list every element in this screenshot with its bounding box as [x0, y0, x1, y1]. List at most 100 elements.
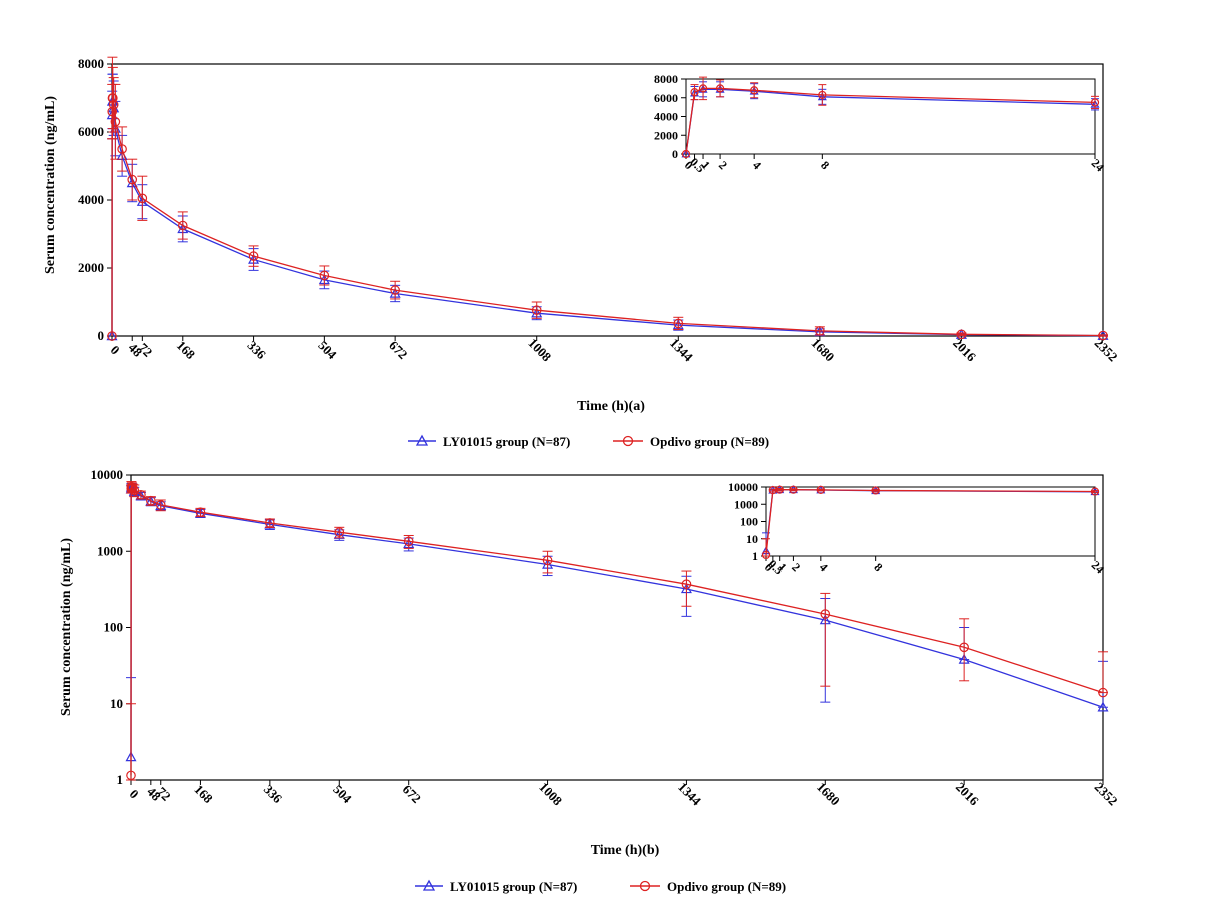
- main-a-x-tick-label: 504: [315, 338, 340, 363]
- main-a-plot-frame: [111, 63, 1104, 337]
- main-b-x-tick-label: 2352: [1092, 779, 1121, 808]
- main-b-series-2-point: [127, 482, 138, 493]
- inset-a-y-tick-label: 8000: [654, 72, 678, 86]
- main-a-y-tick-label: 6000: [78, 124, 104, 139]
- inset-b-y-tick-label: 1000: [734, 497, 758, 511]
- inset-a-y-tick-label: 6000: [654, 91, 678, 105]
- main-a-y-tick-label: 8000: [78, 56, 104, 71]
- main-b-series-2-point: [155, 500, 166, 510]
- panel-a-legend: LY01015 group (N=87) Opdivo group (N=89): [408, 434, 769, 449]
- main-b-series-2-point: [403, 536, 414, 547]
- main-b-series-2-point: [681, 579, 692, 589]
- main-a-y-tick-label: 2000: [78, 260, 104, 275]
- main-b-series-2-point: [334, 527, 345, 537]
- panel-b-legend: LY01015 group (N=87) Opdivo group (N=89): [415, 879, 786, 894]
- main-b-series-2-point: [136, 489, 146, 500]
- main-b-y-tick-label: 10: [110, 696, 123, 711]
- inset-b-series-2-point: [816, 485, 825, 494]
- legend-b-opdivo-label: Opdivo group (N=89): [667, 879, 786, 894]
- inset-b-series-1-line: [765, 489, 1096, 551]
- inset-a-series-1-point: [681, 149, 691, 158]
- inset-b-plot-frame: [765, 486, 1096, 557]
- main-a-series-2-point: [531, 305, 542, 315]
- main-a-x-tick-label: 1680: [809, 335, 838, 364]
- main-b-x-tick-label: 1680: [814, 779, 843, 808]
- inset-a-x-tick-label: 8: [818, 158, 832, 172]
- main-a-y-tick-label: 0: [98, 328, 105, 343]
- inset-b-series-2-point: [789, 485, 798, 494]
- main-b-series-2-point: [542, 555, 553, 566]
- main-b-series-2-point: [195, 507, 206, 518]
- main-b-x-tick-label: 504: [330, 782, 355, 807]
- inset-a-series-2-point: [1090, 98, 1100, 107]
- legend-a-ly01015-label: LY01015 group (N=87): [443, 434, 570, 449]
- main-b-series-2-point: [1098, 687, 1108, 698]
- legend-b-circle-marker-icon: [639, 880, 651, 892]
- main-b-y-tick-label: 1000: [97, 543, 123, 558]
- main-b-series-2-point: [265, 518, 275, 528]
- main-b-series-2-point: [129, 485, 140, 496]
- main-b-y-tick-label: 100: [104, 620, 124, 635]
- main-a-series-2-point: [127, 174, 138, 185]
- main-b-y-tick-label: 10000: [91, 467, 124, 482]
- main-b-y-tick-label: 1: [117, 772, 124, 787]
- main-b-series-1-line: [130, 486, 1104, 758]
- main-b-x-tick-label: 0: [127, 786, 142, 801]
- main-a-series-2-line: [111, 97, 1104, 337]
- inset-a-series-1-line: [685, 88, 1096, 155]
- panel-a-y-axis-title: Serum concentration (ng/mL): [43, 96, 58, 274]
- inset-a-y-tick-label: 2000: [654, 128, 678, 142]
- inset-b-x-tick-label: 2: [789, 560, 803, 574]
- main-a-x-tick-label: 336: [245, 338, 270, 363]
- inset-b-series-2-point: [775, 485, 784, 494]
- main-b-plot-frame: [130, 474, 1104, 781]
- legend-a-circle-marker-icon: [622, 435, 634, 447]
- main-a-x-tick-label: 1344: [667, 335, 696, 364]
- main-a-series-2-point: [248, 251, 259, 261]
- main-a-series-2-point: [815, 326, 825, 336]
- inset-a-series-2-point: [681, 149, 691, 159]
- main-b-x-tick-label: 2016: [953, 779, 982, 808]
- main-b-series-2-point: [959, 642, 969, 653]
- main-a-series-2-point: [108, 100, 119, 110]
- main-a-series-2-point: [137, 193, 148, 204]
- inset-b-y-tick-label: 1: [752, 549, 758, 563]
- inset-a-series-2-point: [715, 84, 725, 93]
- main-a-y-tick-label: 4000: [78, 192, 104, 207]
- legend-b-ly01015-label: LY01015 group (N=87): [450, 879, 577, 894]
- inset-a-series-2-point: [750, 86, 759, 95]
- main-a-series-2-point: [177, 220, 188, 231]
- main-a-series-2-point: [1098, 330, 1108, 341]
- main-a-series-2-point: [110, 117, 121, 127]
- main-a-x-tick-label: 672: [386, 338, 410, 362]
- main-a-x-tick-label: 168: [174, 338, 199, 363]
- inset-b-series-2-point: [761, 550, 771, 560]
- inset-b-series-2-point: [1090, 487, 1100, 496]
- main-a-x-tick-label: 0: [108, 342, 123, 357]
- main-a-series-2-point: [319, 270, 330, 281]
- main-a-series-1-line: [111, 100, 1104, 337]
- inset-a-x-tick-label: 2: [716, 158, 730, 172]
- inset-a-y-tick-label: 4000: [654, 110, 678, 124]
- inset-b-x-tick-label: 8: [871, 560, 885, 574]
- main-b-x-tick-label: 672: [400, 782, 424, 806]
- inset-b-series-2-point: [871, 486, 880, 495]
- main-b-x-tick-label: 1344: [675, 779, 704, 808]
- panel-b-x-axis-title: Time (h)(b): [591, 843, 660, 858]
- inset-b-x-tick-label: 24: [1089, 558, 1107, 576]
- main-b-x-tick-label: 336: [261, 782, 286, 807]
- legend-b-triangle-marker-icon: [422, 879, 436, 891]
- main-a-series-2-point: [108, 93, 118, 103]
- main-a-x-tick-label: 1008: [525, 335, 554, 364]
- main-b-series-2-point: [146, 495, 156, 506]
- inset-b-y-tick-label: 10000: [728, 480, 758, 494]
- main-b-series-2-point: [820, 609, 831, 619]
- main-a-series-2-point: [390, 285, 400, 295]
- main-b-x-tick-label: 168: [191, 782, 216, 807]
- inset-b-series-2-line: [765, 489, 1096, 556]
